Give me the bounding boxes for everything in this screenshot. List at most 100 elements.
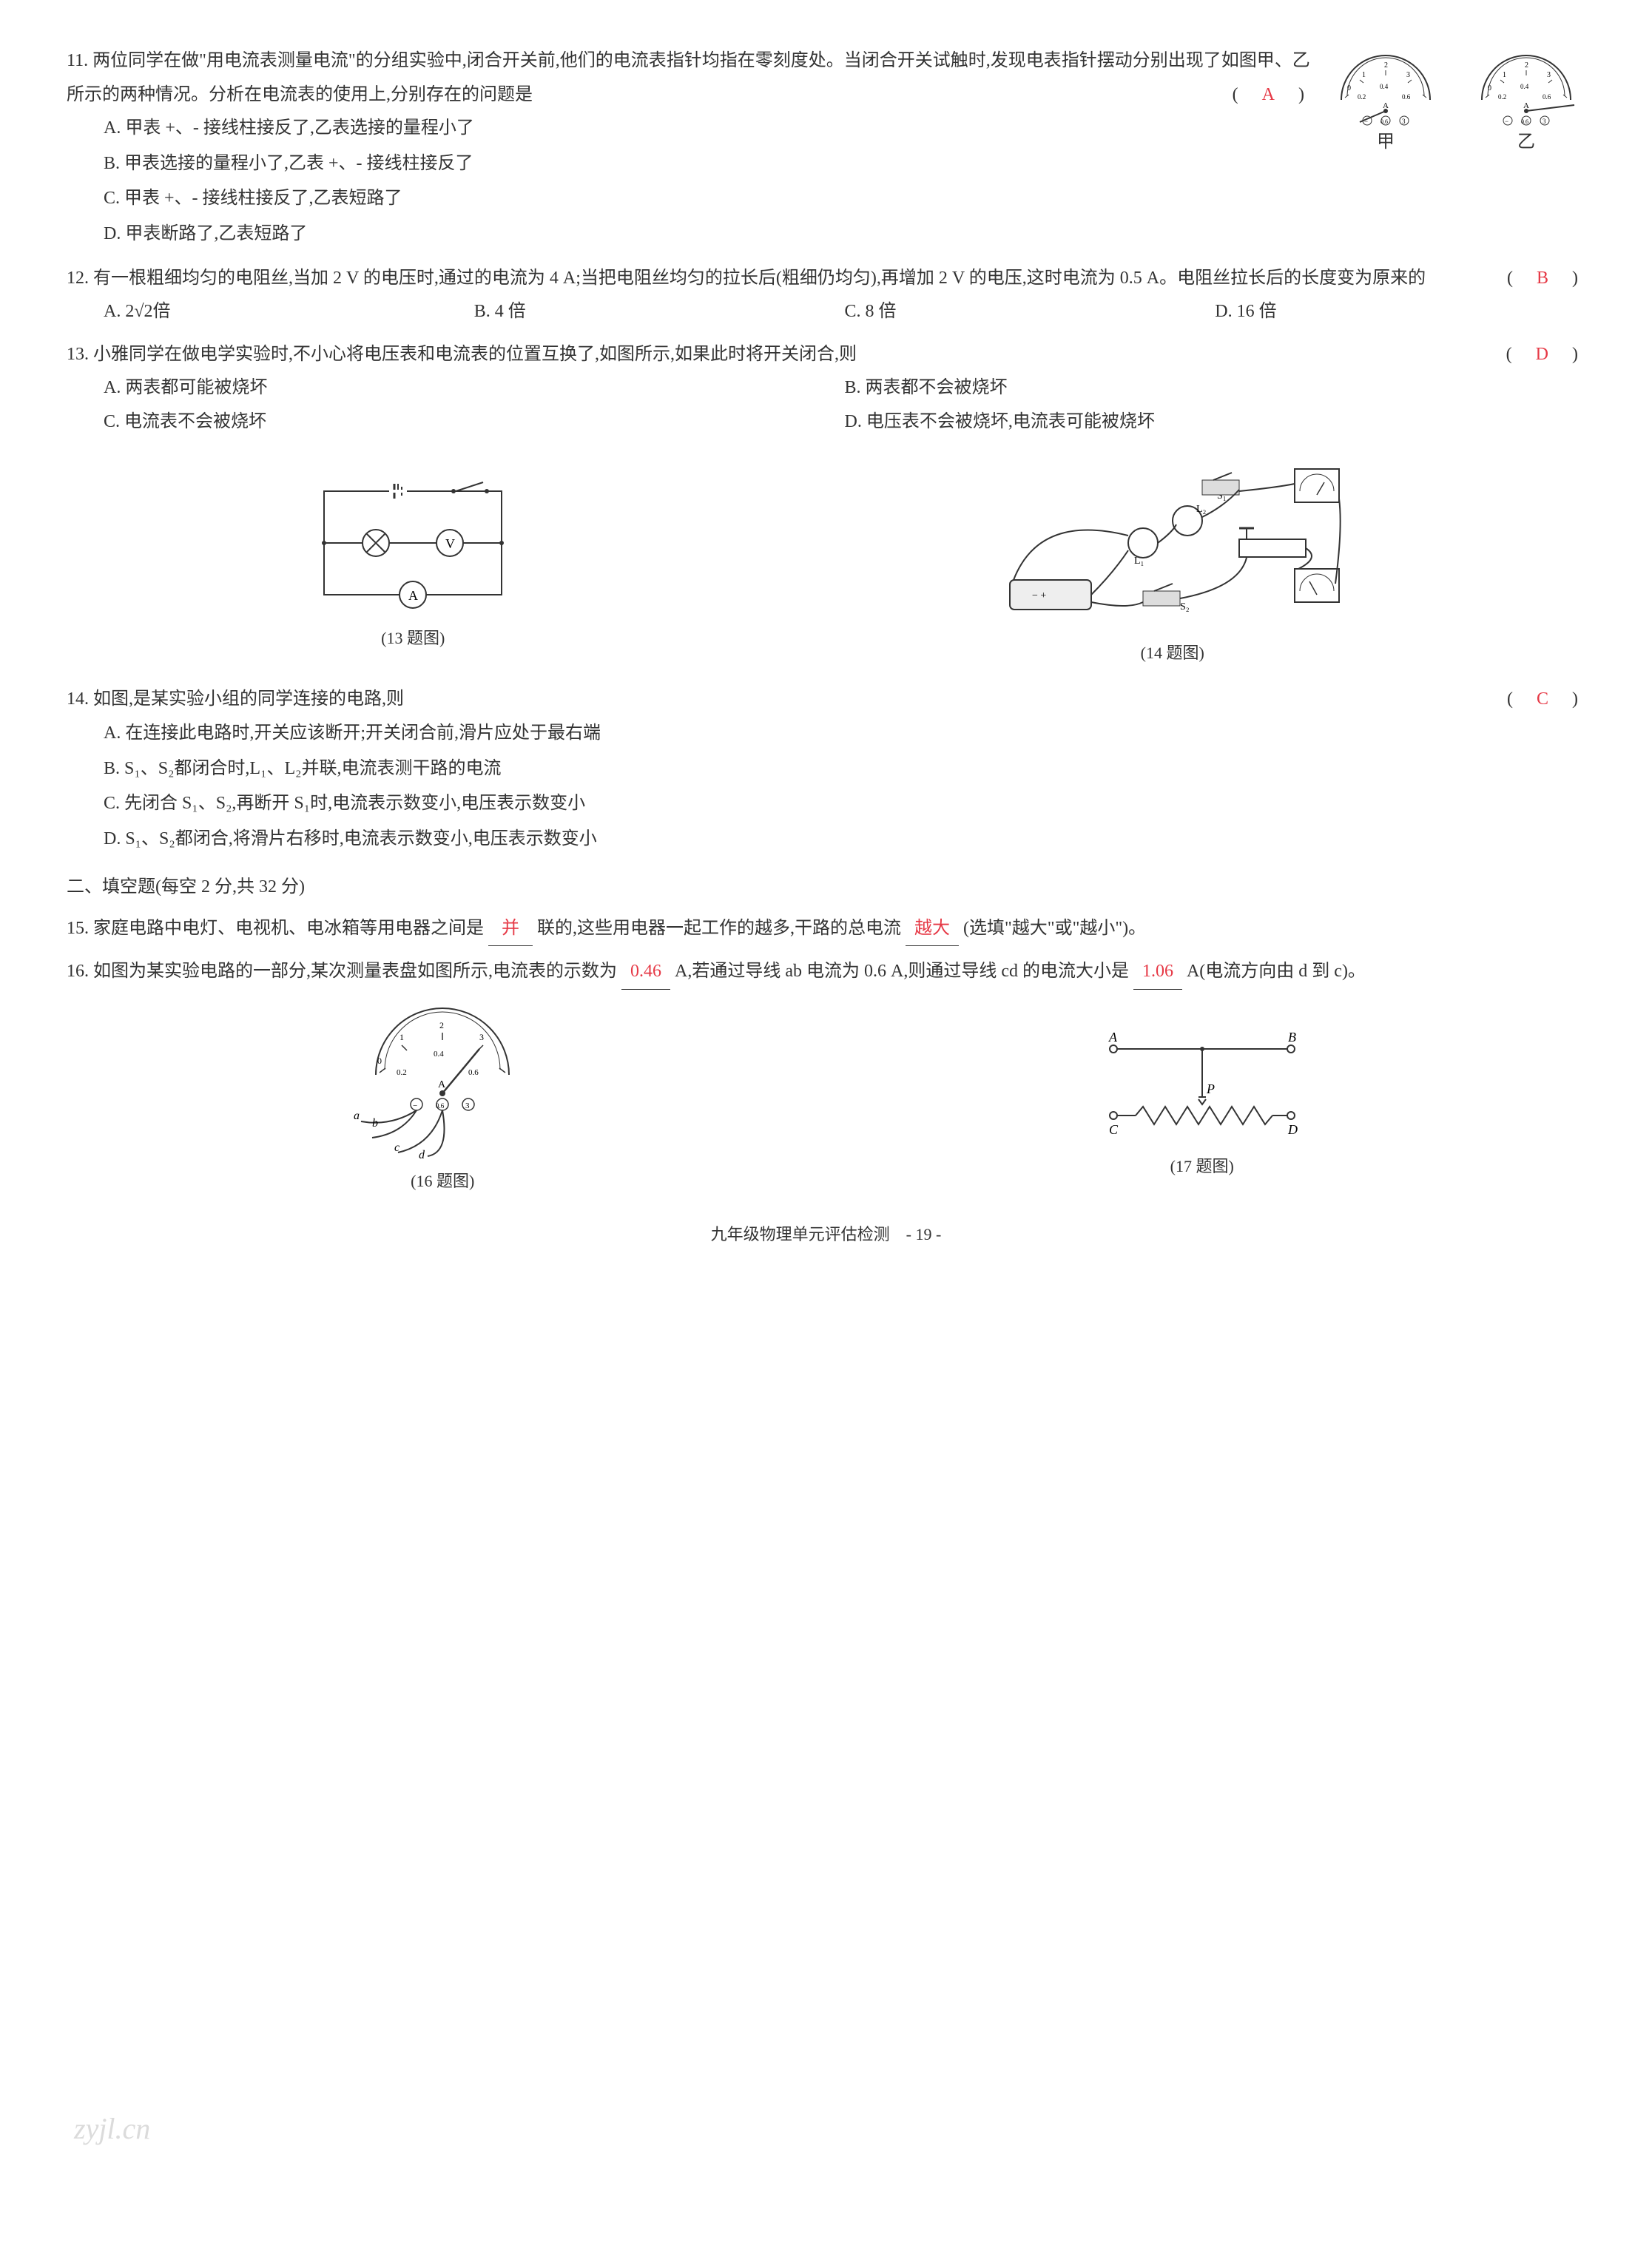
figure-17: A B P C D (17 题图) — [1084, 1019, 1321, 1182]
q16-blank2: 1.06 — [1133, 955, 1182, 990]
svg-text:d: d — [419, 1149, 425, 1160]
q14-answer: C — [1537, 689, 1548, 709]
svg-text:0.4: 0.4 — [1520, 83, 1529, 90]
q14-answer-paren: ( C ) — [1507, 683, 1578, 717]
svg-text:0: 0 — [1347, 84, 1351, 92]
meter-jia: 01 23 0.20.4 0.6 A − 0.6 3 甲 — [1326, 44, 1445, 160]
svg-text:A: A — [1523, 101, 1529, 110]
q12-opt-d: D. 16 倍 — [1215, 295, 1585, 329]
q14-opt-a: A. 在连接此电路时,开关应该断开;开关闭合前,滑片应处于最右端 — [104, 717, 1585, 751]
svg-text:0.6: 0.6 — [1402, 93, 1411, 101]
svg-text:a: a — [354, 1110, 360, 1122]
section-2-header: 二、填空题(每空 2 分,共 32 分) — [67, 871, 1585, 905]
svg-text:− +: − + — [1032, 590, 1046, 601]
q12-answer-paren: ( B ) — [1507, 262, 1578, 296]
figure-16: 01 23 0.20.4 0.6 A − 0.6 3 a b c d (16 题… — [331, 1005, 553, 1197]
svg-text:0.6: 0.6 — [1380, 118, 1388, 125]
svg-text:1: 1 — [399, 1032, 404, 1042]
svg-text:0.6: 0.6 — [436, 1102, 445, 1110]
svg-text:0: 0 — [1488, 84, 1491, 92]
figure-14: − + L₁ L₂ S₁ S₂ — [995, 454, 1350, 669]
q11-answer: A — [1262, 85, 1275, 104]
svg-text:C: C — [1109, 1122, 1119, 1137]
question-16: 16. 如图为某实验电路的一部分,某次测量表盘如图所示,电流表的示数为 0.46… — [67, 955, 1585, 990]
q13-text: 小雅同学在做电学实验时,不小心将电压表和电流表的位置互换了,如图所示,如果此时将… — [93, 345, 857, 364]
svg-text:V: V — [445, 536, 455, 551]
q14-opt-d: D. S₁、S₂都闭合,将滑片右移时,电流表示数变小,电压表示数变小 — [104, 823, 1585, 857]
q15-blank1: 并 — [488, 912, 533, 947]
q16-text3: A(电流方向由 d 到 c)。 — [1187, 962, 1366, 981]
svg-text:L₂: L₂ — [1196, 504, 1207, 515]
watermark: zyjl.cn — [74, 2101, 150, 2157]
question-15: 15. 家庭电路中电灯、电视机、电冰箱等用电器之间是 并 联的,这些用电器一起工… — [67, 912, 1585, 947]
svg-text:−: − — [413, 1101, 417, 1110]
q15-text1: 家庭电路中电灯、电视机、电冰箱等用电器之间是 — [93, 919, 484, 938]
q16-num: 16. — [67, 962, 89, 981]
q16-text2: A,若通过导线 ab 电流为 0.6 A,则通过导线 cd 的电流大小是 — [675, 962, 1129, 981]
meter-jia-label: 甲 — [1326, 126, 1445, 160]
meter-yi: 01 23 0.20.4 0.6 A − 0.6 3 乙 — [1467, 44, 1585, 160]
q12-opt-b: B. 4 倍 — [474, 295, 845, 329]
svg-text:3: 3 — [465, 1101, 470, 1110]
figure-17-caption: (17 题图) — [1084, 1151, 1321, 1182]
svg-text:2: 2 — [1525, 61, 1528, 70]
svg-text:A: A — [438, 1079, 446, 1090]
q11-answer-paren: ( A ) — [1233, 78, 1304, 112]
figures-16-17: 01 23 0.20.4 0.6 A − 0.6 3 a b c d (16 题… — [67, 1005, 1585, 1197]
svg-text:2: 2 — [439, 1020, 444, 1030]
q14-num: 14. — [67, 689, 89, 709]
q13-opt-d: D. 电压表不会被烧坏,电流表可能被烧坏 — [845, 405, 1586, 439]
question-11: 0 1 2 3 0.2 0.4 0.6 A − 0.6 3 甲 — [67, 44, 1585, 253]
question-14: 14. 如图,是某实验小组的同学连接的电路,则 ( C ) A. 在连接此电路时… — [67, 683, 1585, 856]
q14-opt-c: C. 先闭合 S₁、S₂,再断开 S₁时,电流表示数变小,电压表示数变小 — [104, 787, 1585, 821]
page-footer: 九年级物理单元评估检测 - 19 - — [67, 1219, 1585, 1250]
q12-opt-c: C. 8 倍 — [845, 295, 1216, 329]
svg-text:c: c — [394, 1141, 399, 1154]
svg-text:0.2: 0.2 — [1358, 93, 1366, 101]
svg-text:D: D — [1287, 1122, 1298, 1137]
q13-opt-c: C. 电流表不会被烧坏 — [104, 405, 845, 439]
svg-text:3: 3 — [1402, 118, 1406, 125]
q14-text: 如图,是某实验小组的同学连接的电路,则 — [93, 689, 404, 709]
svg-text:2: 2 — [1384, 61, 1388, 70]
figure-13-caption: (13 题图) — [302, 623, 524, 654]
svg-text:1: 1 — [1362, 71, 1366, 79]
q12-text: 有一根粗细均匀的电阻丝,当加 2 V 的电压时,通过的电流为 4 A;当把电阻丝… — [93, 269, 1426, 288]
svg-text:0.6: 0.6 — [468, 1068, 479, 1077]
svg-text:1: 1 — [1503, 71, 1506, 79]
svg-text:−: − — [1364, 118, 1368, 125]
q15-text3: (选填"越大"或"越小")。 — [963, 919, 1146, 938]
svg-text:0.2: 0.2 — [1498, 93, 1506, 101]
q16-text1: 如图为某实验电路的一部分,某次测量表盘如图所示,电流表的示数为 — [93, 962, 617, 981]
q15-num: 15. — [67, 919, 89, 938]
svg-text:−: − — [1505, 118, 1508, 125]
q11-text: 两位同学在做"用电流表测量电流"的分组实验中,闭合开关前,他们的电流表指针均指在… — [67, 51, 1310, 104]
svg-text:3: 3 — [1406, 71, 1410, 79]
svg-text:A: A — [408, 588, 418, 603]
svg-text:B: B — [1288, 1030, 1296, 1044]
q11-meters: 0 1 2 3 0.2 0.4 0.6 A − 0.6 3 甲 — [1326, 44, 1585, 160]
figure-16-caption: (16 题图) — [331, 1166, 553, 1197]
q11-num: 11. — [67, 51, 88, 70]
q13-num: 13. — [67, 345, 89, 364]
meter-yi-label: 乙 — [1467, 126, 1585, 160]
figures-13-14: V A (13 题图) − + L₁ L₂ S₁ S₂ — [67, 454, 1585, 669]
question-12: 12. 有一根粗细均匀的电阻丝,当加 2 V 的电压时,通过的电流为 4 A;当… — [67, 262, 1585, 329]
svg-text:P: P — [1206, 1081, 1215, 1096]
question-13: 13. 小雅同学在做电学实验时,不小心将电压表和电流表的位置互换了,如图所示,如… — [67, 338, 1585, 439]
q11-opt-c: C. 甲表 +、- 接线柱接反了,乙表短路了 — [104, 182, 1585, 216]
svg-text:0.2: 0.2 — [397, 1068, 407, 1077]
q14-opt-b: B. S₁、S₂都闭合时,L₁、L₂并联,电流表测干路的电流 — [104, 752, 1585, 786]
svg-text:b: b — [372, 1117, 378, 1130]
q12-answer: B — [1537, 269, 1548, 288]
svg-text:0.6: 0.6 — [1543, 93, 1551, 101]
svg-text:A: A — [1383, 101, 1389, 110]
svg-text:L₁: L₁ — [1134, 556, 1144, 567]
q15-blank2: 越大 — [906, 912, 959, 947]
q13-opt-a: A. 两表都可能被烧坏 — [104, 371, 845, 405]
q15-text2: 联的,这些用电器一起工作的越多,干路的总电流 — [537, 919, 901, 938]
q12-opt-a: A. 2√2倍 — [104, 295, 474, 329]
q16-blank1: 0.46 — [621, 955, 670, 990]
svg-text:S₂: S₂ — [1180, 601, 1190, 612]
q13-opt-b: B. 两表都不会被烧坏 — [845, 371, 1586, 405]
